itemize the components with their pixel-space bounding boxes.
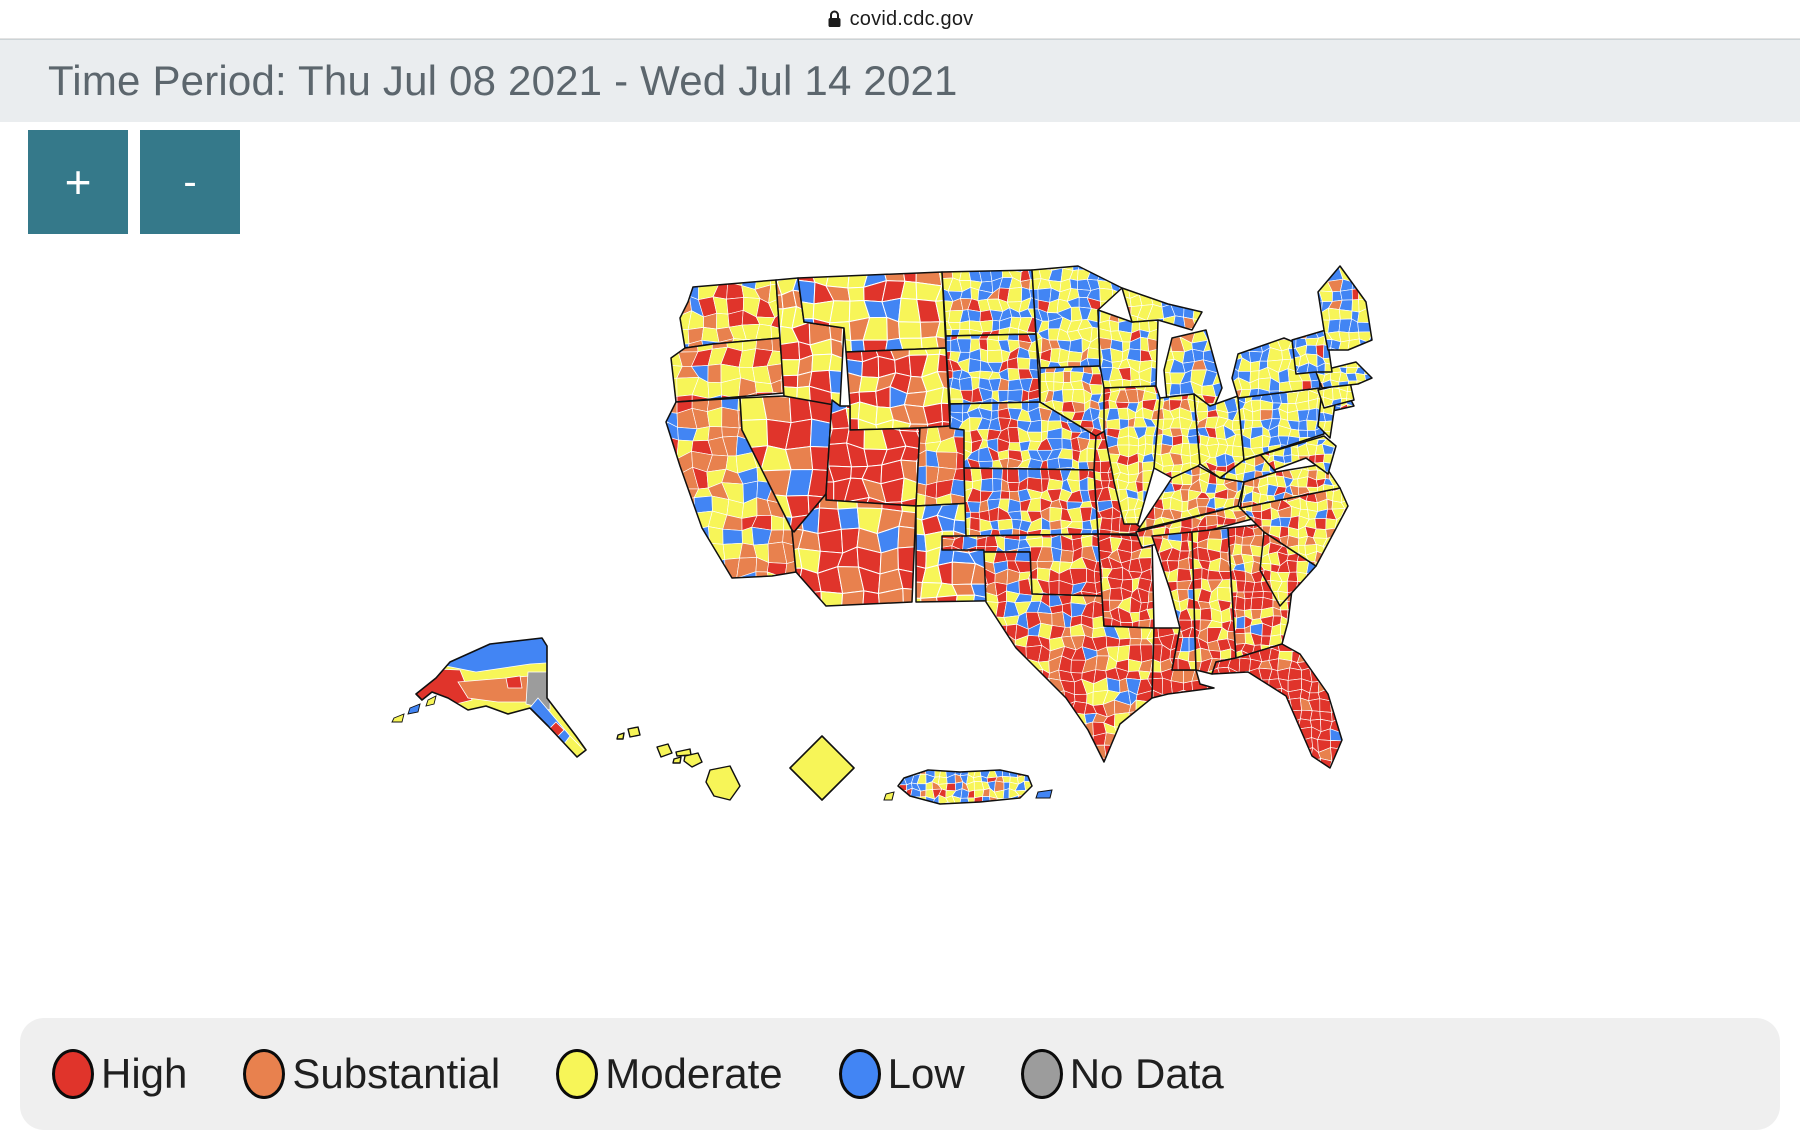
legend-item-high: High <box>52 1049 187 1099</box>
legend-label-low: Low <box>887 1050 965 1097</box>
state-wy[interactable] <box>827 322 975 457</box>
legend-item-no-data: No Data <box>1020 1049 1224 1099</box>
browser-titlebar: covid.cdc.gov <box>0 0 1800 39</box>
legend-swatch-no-data <box>1020 1049 1063 1099</box>
legend-item-moderate: Moderate <box>556 1049 783 1099</box>
lock-icon <box>828 10 841 27</box>
address-text[interactable]: covid.cdc.gov <box>849 7 974 30</box>
time-period-bar: Time Period: Thu Jul 08 2021 - Wed Jul 1… <box>0 39 1800 122</box>
inset-dc[interactable] <box>789 735 855 801</box>
inset-hawaii[interactable] <box>616 726 741 801</box>
legend-label-high: High <box>101 1050 188 1097</box>
legend-label-no-data: No Data <box>1069 1050 1224 1097</box>
legend-label-moderate: Moderate <box>605 1050 783 1097</box>
inset-puerto-rico[interactable] <box>889 760 1046 813</box>
map-zoom-controls: + - <box>28 130 240 234</box>
legend-swatch-moderate <box>556 1049 599 1099</box>
zoom-in-button[interactable]: + <box>28 130 128 234</box>
legend-label-substantial: Substantial <box>292 1050 501 1097</box>
legend-swatch-substantial <box>243 1049 286 1099</box>
time-period-label: Time Period: Thu Jul 08 2021 - Wed Jul 1… <box>48 57 958 104</box>
us-transmission-map[interactable] <box>380 230 1420 850</box>
map-legend: High Substantial Moderate Low No Data <box>20 1018 1780 1130</box>
legend-swatch-low <box>838 1049 881 1099</box>
legend-swatch-high <box>52 1049 94 1099</box>
zoom-out-button[interactable]: - <box>140 130 240 234</box>
legend-item-substantial: Substantial <box>243 1049 500 1099</box>
legend-item-low: Low <box>838 1049 965 1099</box>
